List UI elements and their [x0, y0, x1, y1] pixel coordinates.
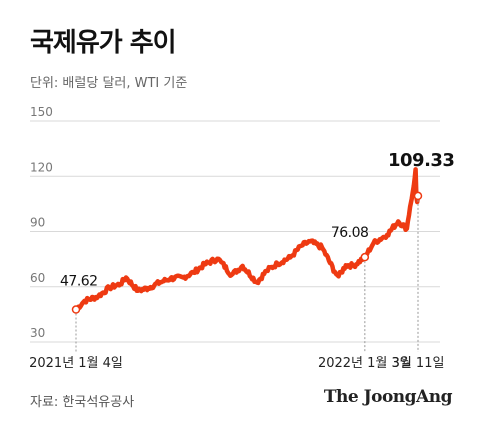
y-tick-label-30: 30	[30, 326, 45, 340]
annotation-label-0: 47.62	[60, 274, 98, 290]
y-tick-label-60: 60	[30, 271, 45, 285]
y-tick-label-120: 120	[30, 160, 53, 174]
x-tick-label-0: 2021년 1월 4일	[29, 356, 123, 371]
y-tick-label-150: 150	[30, 105, 53, 119]
source-note: 자료: 한국석유공사	[30, 395, 135, 410]
annotation-label-2: 109.33	[388, 150, 454, 171]
chart-subtitle: 단위: 배럴당 달러, WTI 기준	[30, 76, 188, 91]
x-tick-label-1: 2022년 1월 3일	[318, 356, 412, 371]
annotation-label-1: 76.08	[331, 225, 369, 241]
annotation-point-1	[360, 252, 370, 262]
brand-logo: The JoongAng	[323, 387, 453, 407]
annotation-point-0	[71, 305, 81, 314]
y-tick-label-90: 90	[30, 216, 45, 230]
chart-title: 국제유가 추이	[30, 28, 177, 58]
annotation-point-2	[413, 191, 423, 201]
x-tick-label-2: 3월 11일	[392, 356, 445, 371]
